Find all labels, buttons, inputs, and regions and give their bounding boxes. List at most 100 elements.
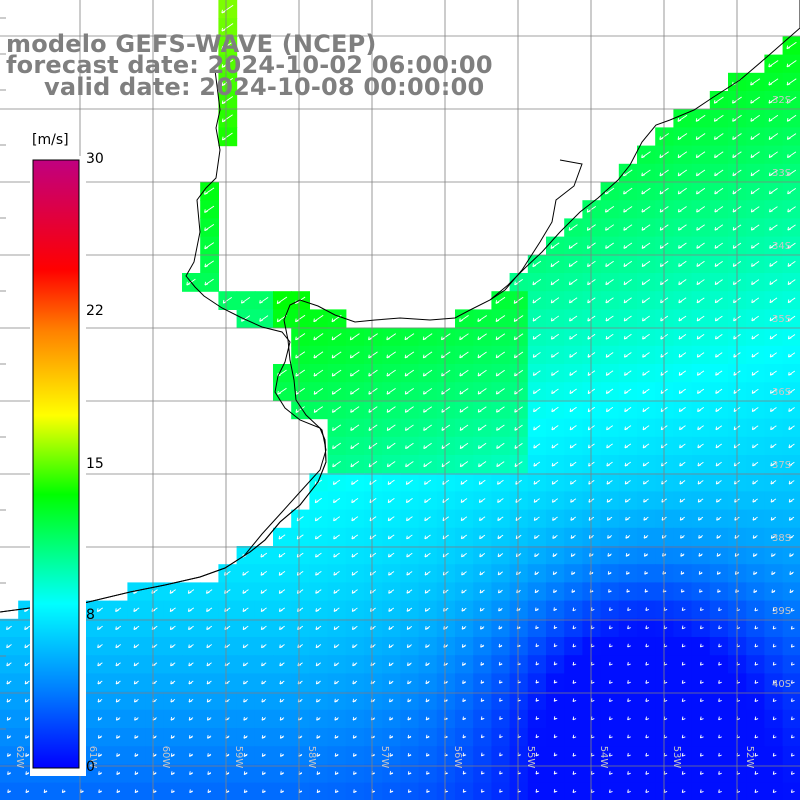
wind-arrowhead [331, 320, 336, 323]
wind-arrowhead [551, 390, 553, 394]
wind-arrowhead [718, 790, 722, 794]
wind-arrowhead [369, 519, 374, 522]
wind-arrowhead [171, 754, 175, 757]
wind-arrowhead [642, 373, 646, 376]
wind-arrowhead [278, 571, 281, 576]
wind-arrowhead [572, 772, 577, 775]
wind-arrowhead [754, 734, 757, 739]
wind-arrowhead [553, 643, 556, 647]
wind-arrowhead [662, 552, 664, 557]
wind-arrowhead [352, 646, 356, 649]
wind-arrowhead [642, 355, 646, 358]
wind-arrowhead [718, 771, 720, 775]
wind-arrowhead [682, 663, 686, 666]
wind-arrowhead [569, 372, 571, 376]
wind-arrowhead [718, 609, 722, 612]
wind-arrowhead [98, 791, 102, 794]
wind-arrowhead [368, 336, 370, 340]
wind-arrowhead [261, 716, 264, 721]
wind-arrowhead [696, 226, 698, 231]
wind-arrowhead [732, 192, 737, 195]
wind-arrowhead [660, 317, 662, 322]
wind-arrowhead [590, 661, 593, 666]
wind-arrowhead [772, 643, 775, 648]
wind-arrowhead [682, 645, 686, 648]
wind-arrowhead [609, 681, 613, 684]
wind-arrowhead [442, 517, 445, 521]
wind-arrowhead [350, 390, 352, 395]
wind-arrowhead [115, 608, 117, 612]
wind-arrowhead [134, 771, 137, 775]
wind-arrowhead [334, 718, 339, 721]
wind-arrowhead [733, 281, 735, 285]
wind-arrowhead [790, 607, 793, 612]
wind-arrowhead [334, 789, 337, 793]
wind-arrowhead [151, 591, 156, 594]
wind-arrowhead [276, 300, 279, 304]
wind-arrowhead [732, 99, 734, 104]
wind-arrowhead [769, 263, 771, 267]
wind-arrowhead [533, 517, 536, 521]
wind-arrowhead [570, 500, 574, 503]
wind-arrowhead [260, 591, 265, 594]
wind-arrowhead [754, 625, 757, 630]
wind-arrowhead [572, 790, 577, 794]
wind-arrowhead [660, 373, 665, 376]
wind-arrowhead [750, 81, 752, 86]
wind-arrowhead [242, 626, 245, 630]
wind-arrowhead [278, 537, 283, 540]
wind-arrowhead [572, 643, 575, 648]
wind-arrowhead [241, 319, 245, 322]
wind-arrowhead [625, 500, 629, 503]
wind-arrowhead [260, 608, 263, 612]
wind-arrowhead [663, 790, 668, 794]
wind-arrowhead [552, 536, 556, 539]
wind-arrowhead [315, 608, 317, 612]
wind-arrowhead [97, 664, 101, 667]
wind-arrowhead [535, 752, 538, 756]
wind-arrowhead [389, 771, 392, 775]
wind-arrowhead [660, 263, 662, 267]
wind-arrowhead [207, 736, 211, 739]
wind-arrowhead [352, 734, 355, 739]
wind-arrowhead [570, 535, 573, 539]
wind-arrowhead [659, 137, 663, 140]
wind-arrowhead [788, 301, 792, 304]
wind-arrowhead [514, 408, 516, 413]
wind-arrowhead [786, 136, 789, 140]
wind-arrowhead [735, 571, 737, 575]
wind-arrowhead [460, 465, 464, 468]
wind-arrowhead [733, 299, 735, 303]
wind-arrowhead [645, 790, 650, 794]
wind-arrowhead [222, 120, 226, 123]
wind-arrowhead [532, 372, 535, 376]
wind-arrowhead [645, 608, 650, 612]
wind-arrowhead [442, 571, 445, 576]
wind-arrowhead [369, 535, 372, 539]
wind-arrowhead [553, 734, 556, 738]
colorbar-tick-15: 15 [86, 456, 104, 472]
wind-arrowhead [353, 754, 357, 757]
wind-arrowhead [627, 607, 629, 611]
wind-arrowhead [587, 246, 591, 249]
wind-arrowhead [642, 428, 647, 431]
wind-arrowhead [405, 446, 409, 450]
wind-arrowhead [623, 335, 626, 340]
wind-arrowhead [715, 409, 720, 412]
wind-arrowhead [406, 555, 410, 558]
wind-arrowhead [462, 680, 464, 684]
wind-arrowhead [352, 682, 357, 685]
wind-arrowhead [645, 627, 650, 630]
wind-arrowhead [586, 208, 589, 213]
wind-arrowhead [532, 317, 535, 322]
wind-arrowhead [442, 499, 444, 503]
wind-arrowhead [625, 536, 630, 539]
wind-arrowhead [659, 172, 662, 176]
wind-arrowhead [535, 790, 540, 793]
wind-arrowhead [332, 427, 334, 431]
wind-arrowhead [535, 661, 538, 665]
wind-arrowhead [459, 318, 461, 322]
wind-arrowhead [662, 572, 667, 575]
wind-arrowhead [717, 589, 719, 593]
wind-arrowhead [751, 282, 755, 285]
